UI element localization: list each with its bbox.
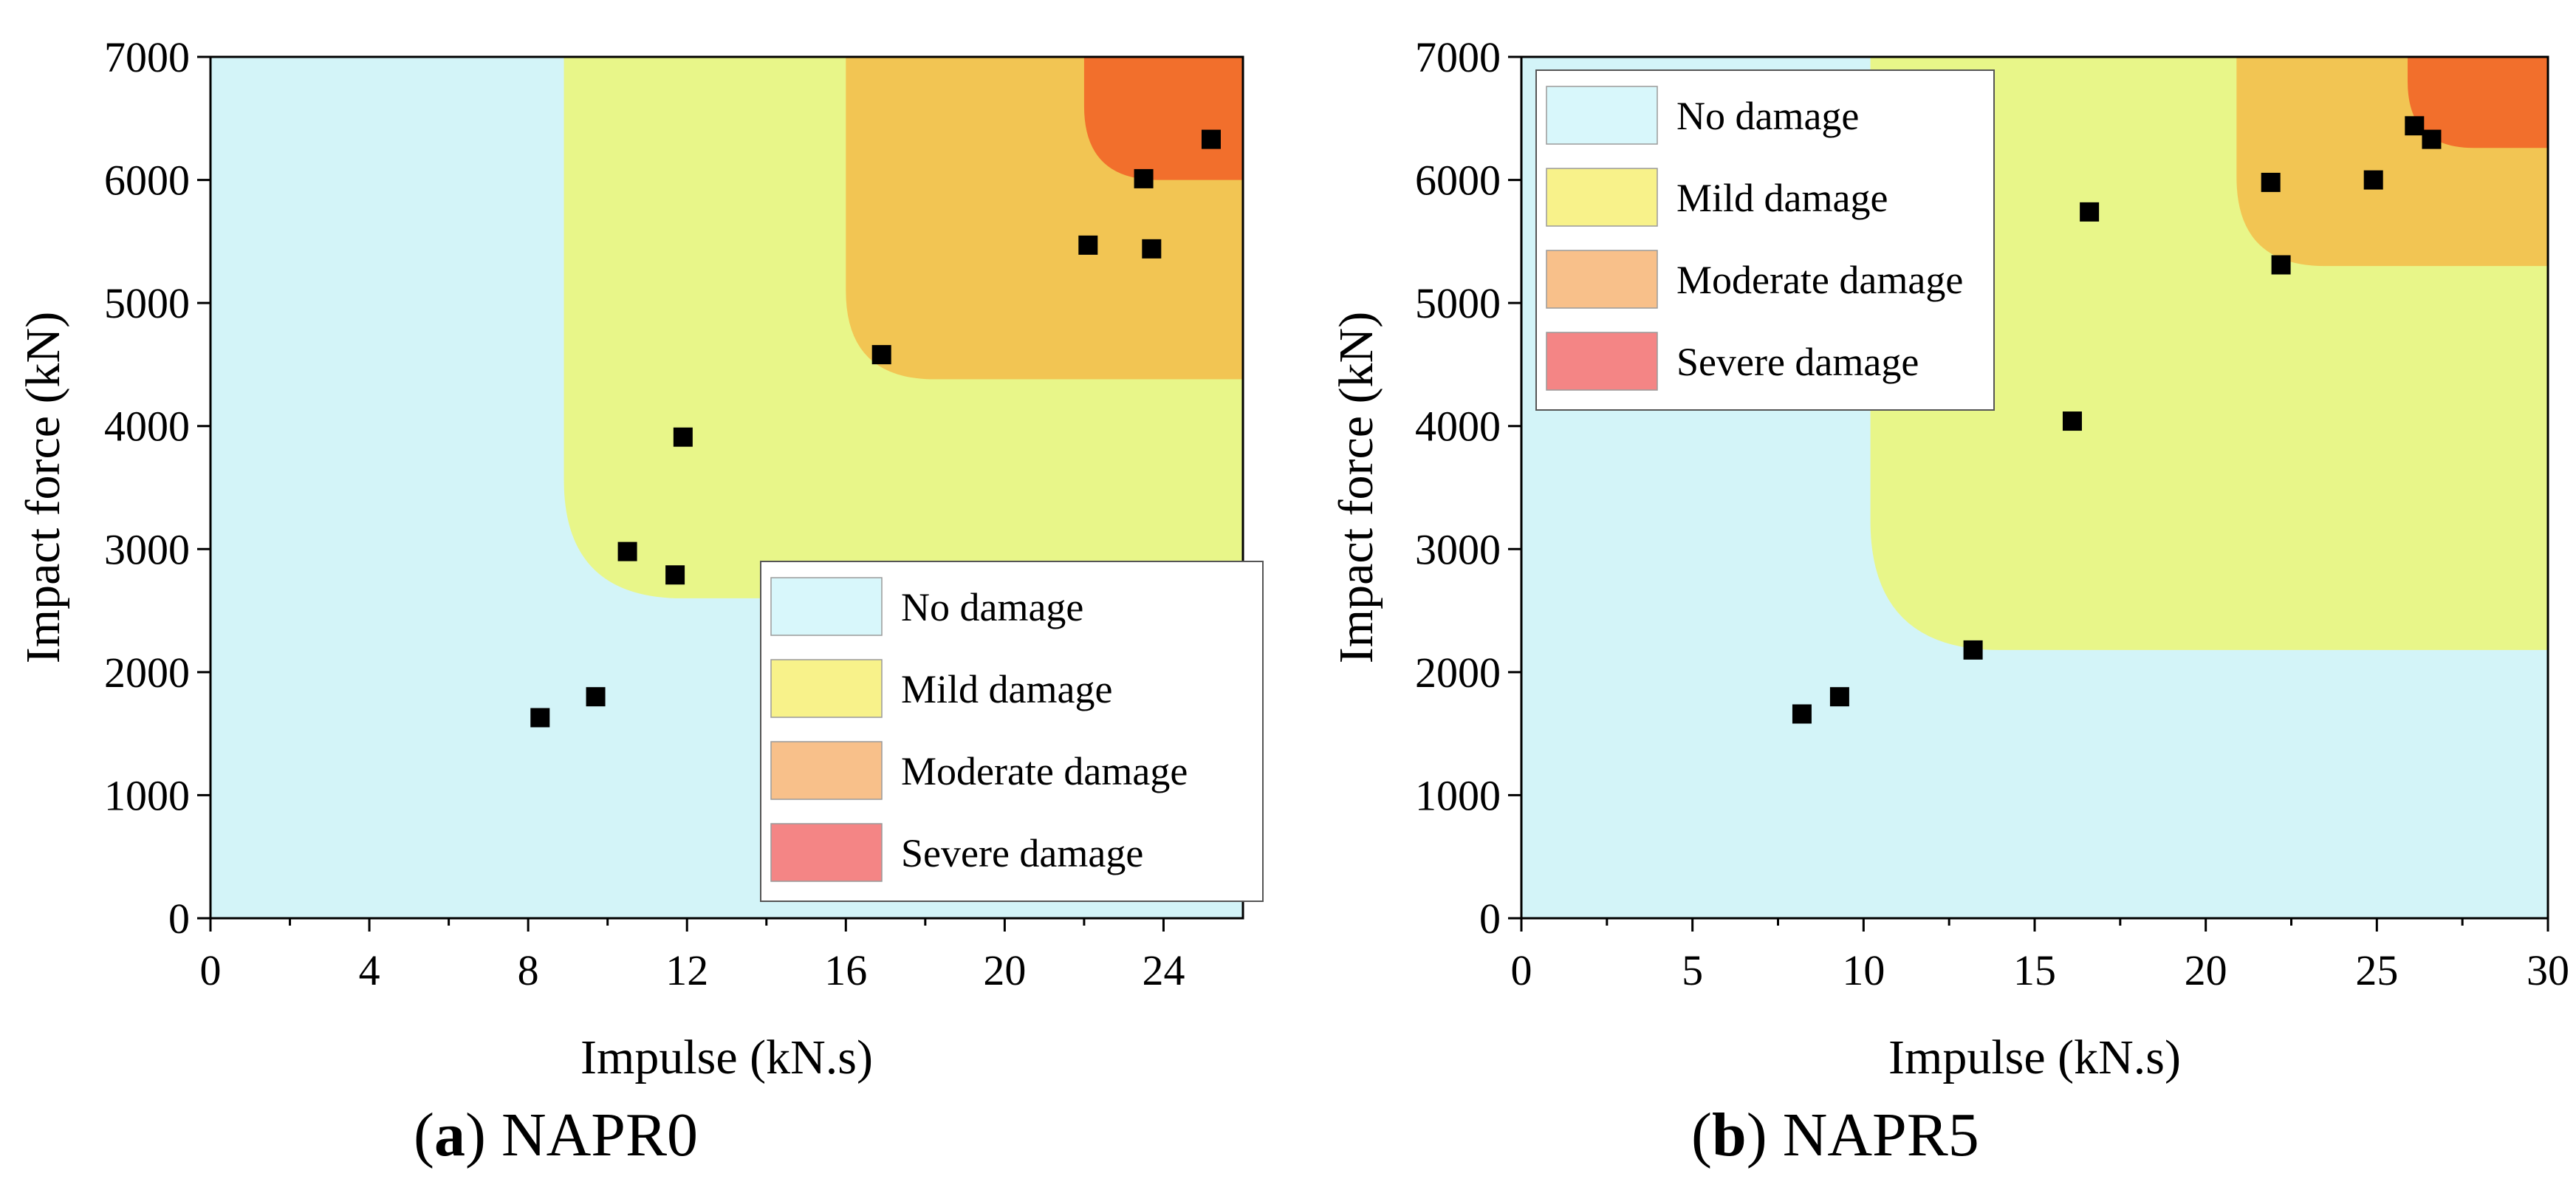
y-tick-label: 1000 [1415,771,1501,819]
data-point [1134,168,1154,188]
data-point [1792,704,1812,724]
x-tick-label: 15 [2013,946,2056,994]
chart-b: 0 5 10 15 20 25 30 0 1000 2000 3000 4000 5000 6000 700… [1329,33,2569,1084]
legend-swatch [1546,86,1658,145]
zones-group [564,57,1243,598]
legend-label: Mild damage [901,667,1112,711]
legend-swatch [770,741,883,800]
data-point [2422,129,2442,149]
legend-label: Severe damage [901,831,1143,875]
data-point [1201,129,1221,149]
legend-label: Moderate damage [1676,258,1963,302]
data-point [2271,255,2291,275]
x-tick-label: 4 [359,946,380,994]
y-tick-label: 3000 [104,525,190,573]
legend-label: Moderate damage [901,749,1188,793]
data-point [2062,411,2082,431]
legend-label: No damage [1676,94,1859,138]
x-tick-label: 16 [824,946,867,994]
zone-severe-damage [2408,57,2548,148]
y-tick-label: 5000 [104,279,190,327]
y-tick-label: 4000 [104,403,190,451]
data-point [2080,202,2100,222]
x-tick-label: 30 [2527,946,2569,994]
y-tick-label: 0 [1479,895,1501,943]
legend-swatch [1546,332,1658,391]
data-point [1963,640,1983,660]
x-tick-label: 8 [518,946,539,994]
x-tick-label: 20 [983,946,1026,994]
caption-a: (a) NAPR0 [414,1101,699,1169]
data-point [2405,116,2425,136]
data-point [1142,239,1162,259]
y-tick-label: 6000 [1415,157,1501,205]
y-tick-label: 2000 [1415,649,1501,697]
y-tick-label: 6000 [104,157,190,205]
x-axis-label: Impulse (kN.s) [580,1031,873,1084]
data-point [2363,170,2383,190]
x-tick-label: 25 [2355,946,2398,994]
y-axis-label: Impact force (kN) [16,312,70,663]
data-point [871,345,891,365]
y-tick-label: 3000 [1415,525,1501,573]
legend-label: Mild damage [1676,176,1888,220]
caption-b-text: NAPR5 [1767,1101,1979,1169]
zone-severe-damage [1083,57,1243,180]
y-tick-label: 1000 [104,771,190,819]
legend-label: No damage [901,585,1083,629]
data-point [586,687,606,707]
y-tick-label: 7000 [1415,33,1501,81]
legend-swatch [1546,168,1658,227]
plot-frame [209,55,1244,920]
x-tick-label: 0 [1511,946,1532,994]
y-tick-label: 7000 [104,33,190,81]
data-point [1829,687,1849,707]
legend-swatch [770,823,883,882]
x-tick-label: 10 [1842,946,1885,994]
data-point [673,427,693,447]
caption-b: (b) NAPR5 [1691,1101,1979,1169]
x-tick-label: 24 [1142,946,1185,994]
data-point [2261,172,2281,192]
caption-a-text: NAPR0 [485,1101,699,1169]
caption-b-letter: b [1711,1101,1747,1169]
x-tick-label: 20 [2185,946,2227,994]
data-point [665,565,685,585]
legend-swatch [770,577,883,636]
y-axis-label: Impact force (kN) [1329,312,1383,663]
data-point [617,541,637,561]
legend-label: Severe damage [1676,340,1919,384]
x-axis-label: Impulse (kN.s) [1888,1031,2181,1084]
x-tick-label: 0 [200,946,222,994]
legend-swatch [770,659,883,718]
chart-a: 0 4 8 12 16 20 24 0 1000 2000 3000 4000 5000 6000 7000… [16,33,1264,1084]
zones-group [1870,57,2548,650]
y-tick-label: 2000 [104,649,190,697]
data-point [1078,235,1098,255]
x-tick-label: 5 [1682,946,1703,994]
legend-swatch [1546,250,1658,309]
y-tick-label: 0 [168,895,190,943]
y-tick-label: 5000 [1415,279,1501,327]
x-tick-label: 12 [665,946,708,994]
data-point [530,708,550,728]
caption-a-letter: a [434,1101,465,1169]
y-tick-label: 4000 [1415,403,1501,451]
